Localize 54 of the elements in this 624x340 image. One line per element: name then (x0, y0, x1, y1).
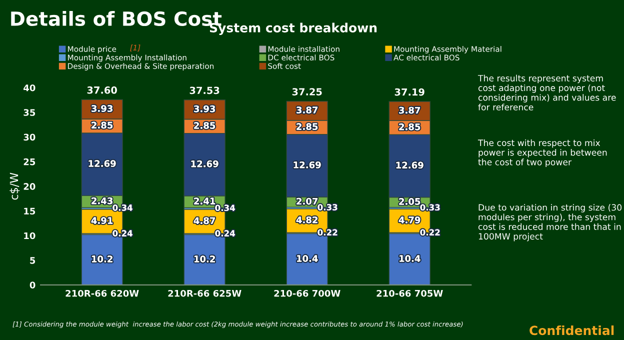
data-label: 3.87 (399, 106, 420, 114)
data-label: 4.79 (398, 216, 420, 224)
y-tick-label: 10 (24, 232, 36, 240)
data-label: 0.33 (420, 204, 440, 211)
y-tick-label: 20 (24, 183, 36, 190)
y-tick-label: 5 (30, 257, 36, 264)
data-label: 10.2 (194, 256, 215, 262)
data-label: 2.85 (92, 122, 113, 129)
data-label: 3.93 (92, 105, 112, 112)
data-label: 2.05 (399, 198, 420, 205)
data-label: 0.34 (215, 204, 235, 212)
data-label: 4.82 (296, 216, 318, 224)
y-tick-label: 30 (24, 134, 36, 141)
data-label: 0.34 (112, 204, 132, 211)
data-label: 0.22 (318, 229, 338, 236)
text: The results represent system cost adapting one power (not considering mix) and values are for reference (478, 74, 616, 110)
data-label: 12.69 (294, 161, 321, 168)
y-tick-label: 15 (24, 208, 36, 215)
data-label: 0.24 (215, 230, 235, 236)
y-tick-label: 25 (24, 158, 36, 166)
total-label: 37.25 (292, 88, 322, 96)
data-label: 2.07 (296, 198, 318, 205)
data-label: 3.93 (194, 105, 215, 112)
data-label: 2.85 (399, 123, 420, 130)
data-label: 4.87 (194, 217, 215, 224)
y-axis-title: c$/W (10, 172, 20, 200)
data-label: 2.85 (296, 123, 318, 130)
total-label: 37.53 (190, 86, 220, 94)
data-label: 0.22 (420, 229, 440, 236)
y-tick-label: 0 (30, 282, 36, 288)
total-label: 37.60 (87, 86, 117, 94)
x-tick-label: 210R-66 625W (168, 290, 242, 297)
data-label: 12.69 (191, 160, 218, 168)
y-tick-label: 40 (24, 84, 36, 92)
text: Confidential (530, 325, 614, 336)
y-tick-label: 35 (24, 109, 36, 116)
x-tick-label: 210-66 700W (274, 290, 340, 297)
data-label: 0.33 (318, 204, 338, 210)
total-label: 37.19 (394, 88, 424, 96)
data-label: 10.4 (399, 255, 420, 262)
data-label: 10.2 (92, 256, 112, 262)
data-label: 2.43 (92, 197, 112, 204)
x-tick-label: 210R-66 620W (66, 290, 139, 297)
text: Due to variation in string size (30 modules per string), the system cost is reduced more than that in 100MW project (478, 204, 622, 242)
x-tick-label: 210-66 705W (376, 290, 443, 297)
text: The cost with respect to mix power is expected in between the cost of two power (478, 139, 607, 168)
data-label: 4.91 (91, 217, 113, 224)
data-label: 10.4 (296, 255, 318, 262)
data-label: 12.69 (396, 162, 424, 169)
data-label: 0.24 (112, 230, 132, 236)
data-label: 2.85 (194, 122, 216, 129)
data-label: 12.69 (88, 160, 116, 167)
data-label: 3.87 (296, 106, 318, 114)
data-label: 2.41 (194, 198, 216, 204)
